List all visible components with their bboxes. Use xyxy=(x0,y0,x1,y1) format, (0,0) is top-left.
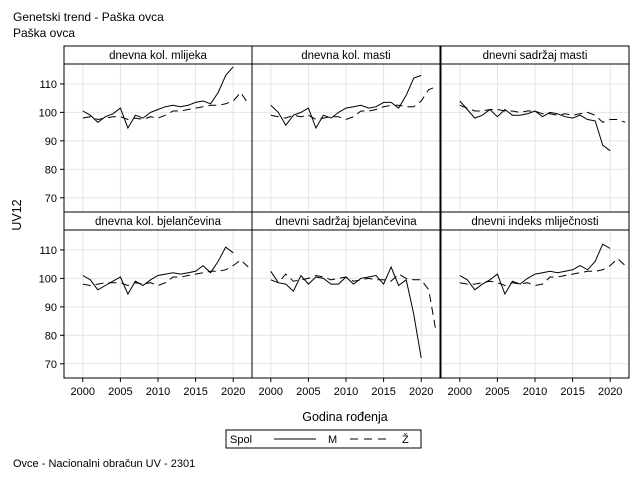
footer-note: Ovce - Nacionalni obračun UV - 2301 xyxy=(13,458,195,470)
gridlines xyxy=(441,64,629,212)
y-tick-label: 80 xyxy=(45,330,57,342)
series-line-z xyxy=(270,273,437,333)
y-tick-label: 70 xyxy=(45,359,57,371)
x-tick-label: 2015 xyxy=(183,386,207,398)
panel-title: dnevni sadržaj masti xyxy=(483,50,588,62)
y-tick-label: 90 xyxy=(45,302,57,314)
gridlines xyxy=(64,230,252,378)
series-line-z xyxy=(459,104,626,123)
panel-grid: dnevna kol. mlijeka dnevna kol. masti dnev… xyxy=(63,45,630,379)
series-line-m xyxy=(270,74,422,130)
x-tick-label: 2020 xyxy=(409,386,433,398)
legend-label-z: Ž xyxy=(402,433,409,446)
y-tick-label: 90 xyxy=(45,136,57,148)
panel-title: dnevni indeks mliječnosti xyxy=(471,216,598,228)
x-tick-label: 2010 xyxy=(334,386,358,398)
x-tick-label: 2015 xyxy=(371,386,395,398)
y-tick-label: 110 xyxy=(39,245,57,257)
series-line-z xyxy=(270,86,437,121)
legend: Spol M Ž xyxy=(225,429,422,449)
legend-label-m: M xyxy=(328,434,337,446)
x-tick-label: 2000 xyxy=(71,386,95,398)
panel-3: dnevni sadržaj masti xyxy=(440,45,630,213)
x-tick-label: 2000 xyxy=(259,386,283,398)
gridlines xyxy=(64,64,252,212)
x-tick-label: 2015 xyxy=(560,386,584,398)
chart-title: Genetski trend - Paška ovca xyxy=(13,10,164,24)
y-tick-label: 80 xyxy=(45,164,57,176)
panel-title: dnevni sadržaj bjelančevina xyxy=(275,216,417,228)
y-tick-label: 70 xyxy=(45,193,57,205)
series-line-z xyxy=(459,257,626,287)
y-tick-label: 110 xyxy=(39,79,57,91)
legend-title: Spol xyxy=(230,434,252,446)
x-tick-label: 2005 xyxy=(108,386,132,398)
x-tick-label: 2020 xyxy=(598,386,622,398)
panel-title: dnevna kol. bjelančevina xyxy=(95,216,222,228)
series-line-z xyxy=(82,259,249,287)
x-axis-title: Godina rođenja xyxy=(302,410,388,424)
gridlines xyxy=(252,64,440,212)
panel-5: dnevni sadržaj bjelančevina xyxy=(251,211,441,379)
series-line-m xyxy=(82,246,234,296)
gridlines xyxy=(441,230,629,378)
panel-2: dnevna kol. masti xyxy=(251,45,441,213)
panel-title: dnevna kol. mlijeka xyxy=(109,50,207,62)
y-axis-title: UV12 xyxy=(10,199,24,230)
series-line-m xyxy=(459,243,611,296)
panel-title: dnevna kol. masti xyxy=(301,50,391,62)
gridlines xyxy=(252,230,440,378)
legend-box xyxy=(225,429,422,449)
series-line-z xyxy=(82,91,249,121)
panel-1: dnevna kol. mlijeka xyxy=(63,45,253,213)
y-tick-label: 100 xyxy=(39,273,57,285)
axes-layer: 70 80 90 100 110 70 80 90 100 110 2000 2005 2010 2015… xyxy=(39,79,623,398)
y-tick-label: 100 xyxy=(39,107,57,119)
panel-4: dnevna kol. bjelančevina xyxy=(63,211,253,379)
series-line-m xyxy=(82,66,234,130)
x-tick-label: 2010 xyxy=(523,386,547,398)
panel-6: dnevni indeks mliječnosti xyxy=(440,211,630,379)
x-tick-label: 2010 xyxy=(146,386,170,398)
chart-subtitle: Paška ovca xyxy=(13,26,75,40)
x-tick-label: 2000 xyxy=(448,386,472,398)
series-line-m xyxy=(459,100,611,152)
x-tick-label: 2020 xyxy=(221,386,245,398)
x-tick-label: 2005 xyxy=(485,386,509,398)
x-tick-label: 2005 xyxy=(296,386,320,398)
